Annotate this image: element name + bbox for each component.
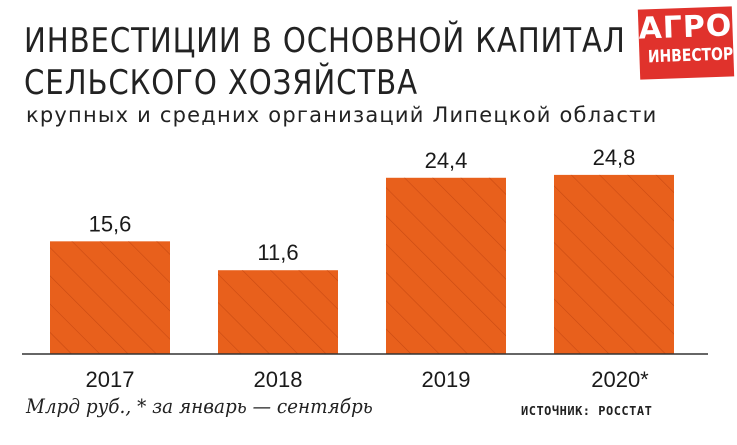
chart-title-line-1: ИНВЕСТИЦИИ В ОСНОВНОЙ КАПИТАЛ	[24, 21, 626, 61]
chart-subtitle: крупных и средних организаций Липецкой о…	[26, 103, 658, 127]
data-label: 24,8	[593, 145, 636, 170]
x-tick-label: 2019	[422, 367, 471, 392]
chart-title-line-2: СЕЛЬСКОГО ХОЗЯЙСТВА	[24, 63, 418, 103]
bars-layer	[50, 174, 674, 354]
source-credit: ИСТОЧНИК: РОССТАТ	[521, 404, 653, 418]
bar-2018	[218, 270, 338, 354]
bar-2020	[554, 174, 674, 354]
x-tick-label: 2018	[254, 367, 303, 392]
x-tick-label: 2017	[86, 367, 135, 392]
data-label: 24,4	[425, 148, 468, 173]
chart-title: ИНВЕСТИЦИИ В ОСНОВНОЙ КАПИТАЛ СЕЛЬСКОГО …	[24, 20, 626, 104]
bar-2019	[386, 177, 506, 354]
data-label: 11,6	[257, 240, 298, 265]
labels-layer: 15,6 2017 11,6 2018 24,4 2019 24,8 2020*	[86, 145, 650, 392]
units-footnote: Млрд руб., * за январь — сентябрь	[26, 394, 373, 418]
data-label: 15,6	[89, 211, 132, 236]
bar-2017	[50, 241, 170, 354]
x-tick-label: 2020*	[591, 367, 649, 392]
